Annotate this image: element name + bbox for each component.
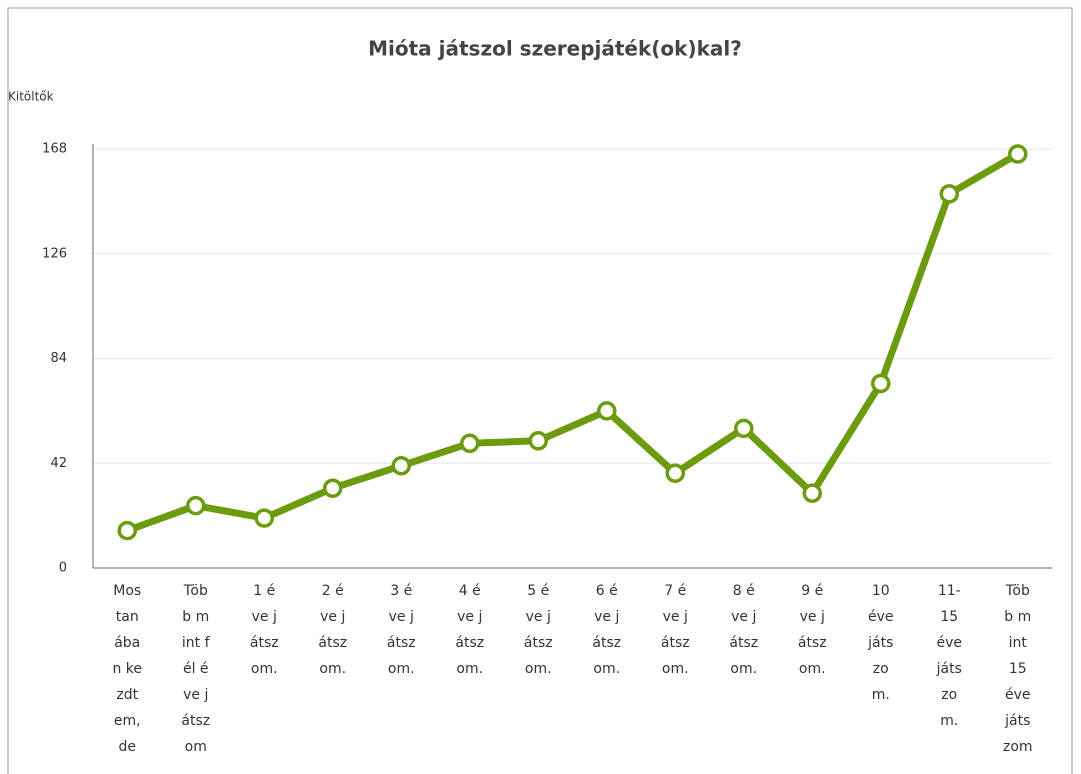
point bbox=[665, 463, 685, 483]
point bbox=[734, 418, 754, 439]
y-tick-label: 126 bbox=[42, 246, 67, 261]
point bbox=[871, 373, 891, 394]
x-tick-label: Mostanában kezdtem, de bbox=[112, 583, 143, 755]
x-tick-label: 5 éve játszom. bbox=[523, 583, 553, 677]
point bbox=[597, 401, 617, 421]
x-tick-label: 8 éve játszom. bbox=[729, 583, 759, 677]
y-tick-label: 168 bbox=[42, 142, 67, 157]
x-tick-label: 9 éve játszom. bbox=[797, 583, 827, 677]
x-tick-label: Több mint 15 éve játszom bbox=[1002, 583, 1033, 755]
y-tick-label: 84 bbox=[50, 351, 67, 366]
x-tick-label: 4 éve játszom. bbox=[455, 583, 485, 677]
chart-title: Mióta játszol szerepjáték(ok)kal? bbox=[368, 37, 742, 61]
point bbox=[939, 184, 959, 204]
x-tick-label: 2 éve játszom. bbox=[318, 583, 348, 677]
x-tick-label: Több mint fél éve játszom bbox=[181, 583, 211, 755]
x-tick-label: 7 éve játszom. bbox=[660, 583, 690, 677]
point bbox=[391, 455, 411, 476]
x-tick-label: 1 éve játszom. bbox=[249, 583, 279, 677]
point bbox=[1008, 144, 1028, 164]
point bbox=[117, 520, 137, 541]
frame bbox=[7, 7, 1073, 774]
point bbox=[460, 433, 480, 454]
line bbox=[126, 150, 1020, 534]
y-tick-label: 0 bbox=[59, 561, 67, 576]
point bbox=[186, 495, 206, 516]
x-tick-label: 3 éve játszom. bbox=[386, 583, 416, 677]
x-tick-label: 10 éve játszom. bbox=[867, 583, 894, 703]
point bbox=[802, 483, 822, 503]
point bbox=[528, 431, 548, 451]
y-tick-label: 42 bbox=[50, 456, 67, 471]
x-tick-label: 6 éve játszom. bbox=[592, 583, 622, 677]
y-axis-label: Kitöltők bbox=[8, 90, 54, 104]
point bbox=[254, 508, 274, 528]
x-tick-label: 11-15 éve játszom. bbox=[936, 583, 962, 729]
point bbox=[323, 478, 343, 498]
